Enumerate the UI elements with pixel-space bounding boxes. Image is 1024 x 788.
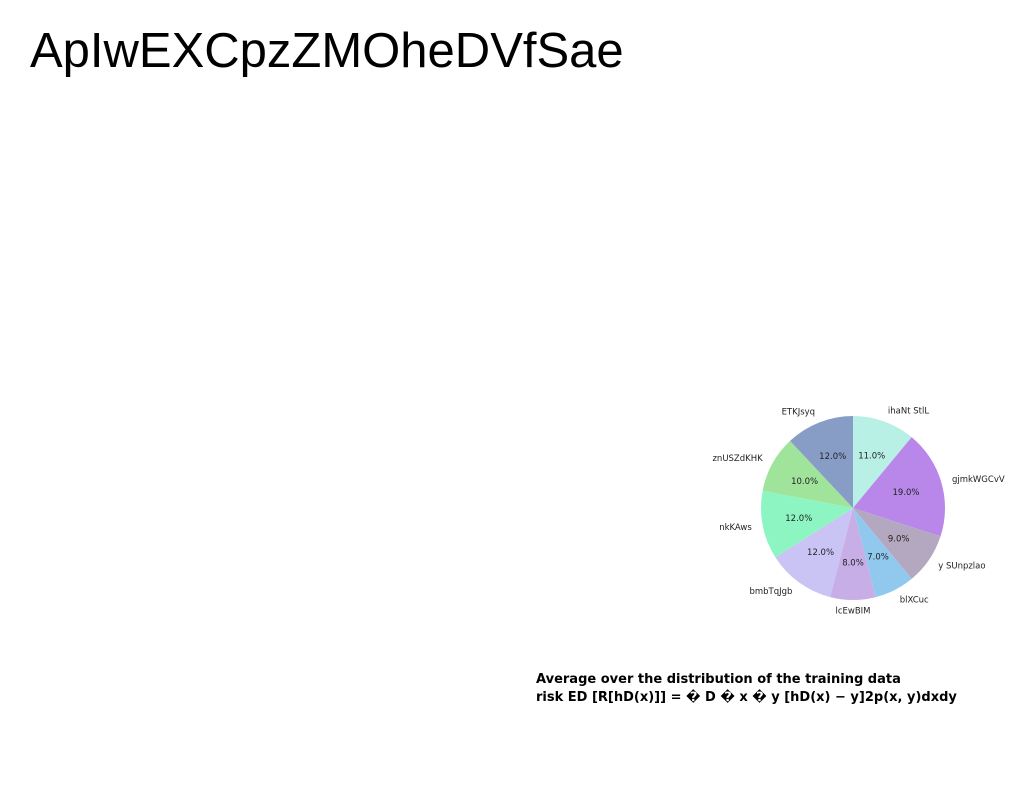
pie-slice-blxcuc xyxy=(853,508,912,598)
pie-percent-label: 12.0% xyxy=(785,514,812,524)
page-title: ApIwEXCpzZMOheDVfSae xyxy=(30,24,624,78)
pie-category-label: blXCuc xyxy=(900,595,929,605)
pie-category-label: y SUnpzlao xyxy=(938,561,985,571)
pie-slice-ihant-stll xyxy=(853,416,912,508)
pie-chart-svg: 11.0% ihaNt StlL 19.0% gjmkWGCvV 9.0% y SUnpz… xyxy=(712,407,1005,617)
caption: Average over the distribution of the tra… xyxy=(536,671,957,707)
pie-category-label: znUSZdKHK xyxy=(712,454,763,464)
pie-category-label: bmbTqJgb xyxy=(749,587,792,597)
pie-percent-label: 9.0% xyxy=(888,535,910,545)
caption-line-1: Average over the distribution of the tra… xyxy=(536,672,901,687)
pie-slice-gjmkwgcvv xyxy=(853,437,946,537)
pie-category-label: gjmkWGCvV xyxy=(952,475,1005,485)
pie-category-label: ihaNt StlL xyxy=(888,407,929,417)
pie-slice-nkkaws xyxy=(760,490,853,558)
pie-percent-label: 10.0% xyxy=(791,477,818,487)
pie-slice-etkjsyq xyxy=(790,416,853,508)
pie-slice-lcewbim xyxy=(830,508,876,601)
pie-percent-label: 12.0% xyxy=(819,452,846,462)
pie-percent-label: 19.0% xyxy=(893,488,920,498)
pie-percent-label: 7.0% xyxy=(867,553,889,563)
pie-slice-znuszdkhk xyxy=(762,440,853,508)
pie-percent-label: 12.0% xyxy=(807,548,834,558)
pie-category-label: ETKJsyq xyxy=(782,408,816,418)
pie-percent-label: 8.0% xyxy=(842,559,864,569)
pie-category-label: nkKAws xyxy=(719,523,752,533)
pie-category-label: lcEwBIM xyxy=(835,607,870,617)
pie-slice-bmbtqjgb xyxy=(775,508,853,598)
pie-slice-y-sunpzlao xyxy=(853,508,941,579)
caption-line-2: risk ED [R[hD(x)]] = � D � x � y [hD(x) … xyxy=(536,690,957,705)
pie-chart: 11.0% ihaNt StlL 19.0% gjmkWGCvV 9.0% y SUnpz… xyxy=(700,376,1020,640)
pie-percent-label: 11.0% xyxy=(858,452,885,462)
